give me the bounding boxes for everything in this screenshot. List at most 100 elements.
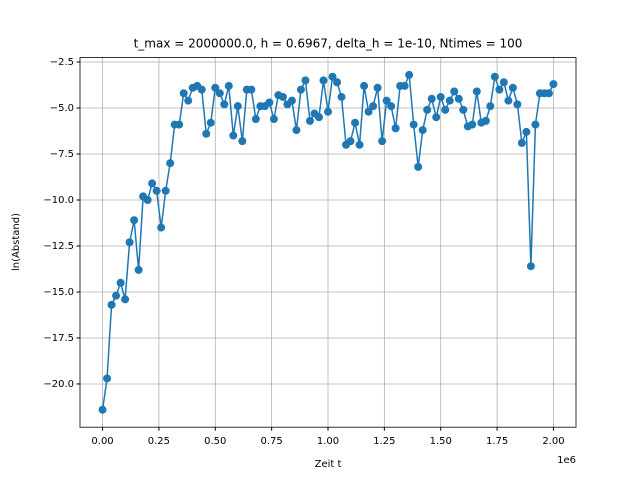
marker <box>296 85 305 94</box>
marker <box>382 96 391 105</box>
marker <box>499 78 508 87</box>
marker <box>143 195 152 204</box>
marker <box>504 96 513 105</box>
marker <box>175 120 184 129</box>
marker <box>166 159 175 168</box>
marker <box>301 76 310 85</box>
marker <box>517 138 526 147</box>
marker <box>481 116 490 125</box>
marker <box>333 78 342 87</box>
y-tick-label: −12.5 <box>43 241 74 252</box>
marker <box>324 107 332 116</box>
marker <box>148 179 157 188</box>
marker <box>346 137 355 146</box>
x-axis-label: Zeit t <box>315 459 342 470</box>
x-tick-label: 1.50 <box>430 436 452 447</box>
y-tick-label: −7.5 <box>50 149 74 160</box>
marker <box>369 102 378 111</box>
marker <box>418 126 427 135</box>
marker <box>157 223 166 232</box>
marker <box>450 87 459 96</box>
x-offset-text: 1e6 <box>557 455 576 466</box>
marker <box>211 83 220 92</box>
marker <box>531 120 540 129</box>
marker <box>373 83 382 92</box>
marker <box>360 81 369 90</box>
marker <box>490 72 499 81</box>
marker <box>544 89 553 98</box>
marker <box>391 124 400 133</box>
marker <box>269 115 278 124</box>
y-tick-label: −20.0 <box>43 379 74 390</box>
marker <box>206 118 215 127</box>
x-tick-label: 1.00 <box>317 436 339 447</box>
marker <box>355 140 364 149</box>
marker <box>409 120 418 129</box>
x-tick-label: 1.75 <box>486 436 508 447</box>
x-tick-label: 0.50 <box>204 436 226 447</box>
x-tick-label: 2.00 <box>542 436 564 447</box>
marker <box>107 300 116 309</box>
marker <box>364 107 373 116</box>
marker <box>486 102 495 111</box>
marker <box>526 262 535 271</box>
marker <box>508 83 517 92</box>
marker <box>215 89 224 98</box>
marker <box>179 89 188 98</box>
y-tick-label: −17.5 <box>43 333 74 344</box>
marker <box>314 113 323 122</box>
marker <box>125 238 134 247</box>
marker <box>247 85 256 94</box>
marker <box>522 127 531 136</box>
marker <box>459 105 468 114</box>
x-tick-label: 1.25 <box>373 436 395 447</box>
marker <box>513 100 522 109</box>
marker <box>468 120 477 129</box>
y-axis-label: ln(Abstand) <box>11 213 22 271</box>
marker <box>454 94 463 103</box>
marker <box>445 96 454 105</box>
y-tick-label: −15.0 <box>43 287 74 298</box>
marker <box>116 278 125 287</box>
marker <box>405 70 414 79</box>
x-tick-label: 0.25 <box>148 436 170 447</box>
marker <box>400 81 409 90</box>
marker <box>427 94 436 103</box>
marker <box>378 137 387 146</box>
marker <box>287 96 296 105</box>
marker <box>328 72 337 81</box>
marker <box>233 102 242 111</box>
x-tick-label: 0.00 <box>91 436 113 447</box>
marker <box>251 115 260 124</box>
marker <box>549 80 558 89</box>
marker <box>472 87 481 96</box>
marker <box>197 85 206 94</box>
marker <box>319 76 328 85</box>
marker <box>337 92 346 101</box>
marker <box>202 129 211 138</box>
marker <box>224 81 233 90</box>
y-tick-label: −5.0 <box>50 103 74 114</box>
marker <box>220 100 229 109</box>
marker <box>305 116 314 125</box>
marker <box>495 85 504 94</box>
marker <box>112 291 121 300</box>
marker <box>423 105 432 114</box>
plot-frame <box>79 57 577 428</box>
marker <box>103 374 112 383</box>
marker <box>414 162 423 171</box>
marker <box>292 126 301 135</box>
marker <box>387 102 396 111</box>
marker <box>238 137 247 146</box>
chart-title: t_max = 2000000.0, h = 0.6967, delta_h =… <box>134 37 523 51</box>
marker <box>130 216 139 225</box>
marker <box>98 405 107 414</box>
y-tick-label: −10.0 <box>43 195 74 206</box>
marker <box>436 92 445 101</box>
marker <box>278 92 287 101</box>
marker <box>134 265 143 274</box>
marker <box>265 98 274 107</box>
